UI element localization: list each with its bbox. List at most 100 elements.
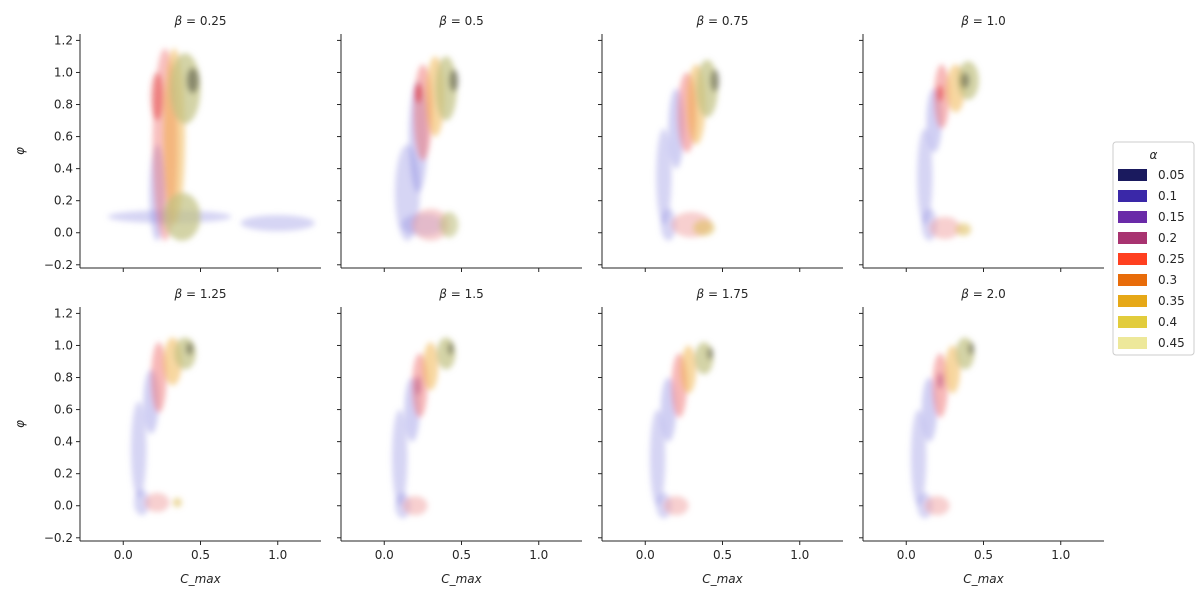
x-tick-label: 0.0 (636, 548, 655, 562)
y-axis-label: φ (13, 420, 27, 428)
density-layer (395, 56, 459, 241)
x-tick-label: 1.0 (529, 548, 548, 562)
x-tick-label: 1.0 (268, 548, 287, 562)
x-tick-label: 0.5 (452, 548, 471, 562)
y-tick-label: 1.0 (54, 65, 73, 79)
density-layer (392, 337, 456, 519)
facet-equals-sign: = (182, 287, 200, 301)
legend-swatch (1118, 316, 1147, 328)
density-region (710, 69, 720, 92)
facet-value: 1.75 (722, 287, 749, 301)
facet-panel: 0.0 0.5 1.0 β = 2.0 C_max (859, 287, 1104, 586)
legend-swatch (1118, 169, 1147, 181)
y-tick-label: 1.2 (54, 306, 73, 320)
panel-title: β = 1.75 (695, 287, 748, 301)
legend: α0.05 0.1 0.15 0.2 0.25 0.3 0.35 0.4 0.45 (1112, 141, 1195, 356)
x-axis-label: C_max (441, 572, 482, 586)
facet-value: 1.0 (987, 14, 1006, 28)
y-tick-label: 0.2 (54, 194, 73, 208)
density-region (151, 342, 167, 413)
density-region (656, 128, 672, 225)
facet-variable-symbol: β (438, 287, 447, 301)
density-region (439, 211, 459, 238)
density-region (163, 192, 201, 241)
panel-title: β = 0.25 (173, 14, 226, 28)
density-region (174, 337, 196, 370)
legend-swatch (1118, 211, 1147, 223)
facet-value: 2.0 (987, 287, 1006, 301)
density-region (412, 208, 450, 241)
density-region (910, 409, 927, 506)
density-region (422, 342, 439, 391)
legend-entry-label: 0.15 (1158, 210, 1185, 224)
density-region (955, 223, 972, 236)
legend-entry-label: 0.05 (1158, 168, 1185, 182)
density-region (968, 342, 975, 356)
panel-title: β = 1.25 (173, 287, 226, 301)
panel-title: β = 0.5 (438, 14, 483, 28)
density-region (392, 409, 408, 506)
legend-swatch (1118, 295, 1147, 307)
legend-swatch (1118, 337, 1147, 349)
density-region (402, 496, 428, 516)
facet-panel: β = 0.75 (598, 14, 843, 272)
facet-value: 0.75 (722, 14, 749, 28)
density-region (415, 375, 422, 396)
density-region (186, 67, 199, 94)
panel-title: β = 0.75 (695, 14, 748, 28)
facet-equals-sign: = (447, 287, 465, 301)
y-tick-label: 0.4 (54, 162, 73, 176)
density-layer (917, 61, 979, 241)
facet-equals-sign: = (704, 287, 722, 301)
x-tick-label: 0.0 (897, 548, 916, 562)
density-region (144, 492, 170, 513)
facet-panel: β = 1.0 (859, 14, 1104, 272)
facet-value: 1.5 (465, 287, 484, 301)
panels-layer: −0.2 0.0 0.2 0.4 0.6 0.8 1.0 1.2 β = 0.25 φ β = 0.… (13, 14, 1104, 586)
legend-entry-label: 0.1 (1158, 189, 1177, 203)
density-region (707, 347, 714, 360)
x-axis-label: C_max (702, 572, 743, 586)
density-region (240, 215, 315, 232)
facet-equals-sign: = (447, 14, 465, 28)
facet-variable-symbol: β (695, 14, 704, 28)
y-tick-label: 1.0 (54, 338, 73, 352)
facet-equals-sign: = (182, 14, 200, 28)
y-tick-label: 0.0 (54, 499, 73, 513)
facet-value: 0.5 (465, 14, 484, 28)
density-region (937, 85, 944, 102)
x-tick-label: 1.0 (1051, 548, 1070, 562)
density-region (917, 128, 933, 225)
y-tick-label: 1.2 (54, 33, 73, 47)
density-region (960, 72, 970, 89)
legend-entry-label: 0.4 (1158, 315, 1177, 329)
facet-equals-sign: = (969, 287, 987, 301)
density-region (693, 219, 715, 236)
facet-panel: 0.0 0.5 1.0 β = 1.5 C_max (337, 287, 582, 586)
x-tick-label: 0.0 (375, 548, 394, 562)
legend-entry-label: 0.3 (1158, 273, 1177, 287)
density-layer (649, 342, 714, 519)
facet-equals-sign: = (969, 14, 987, 28)
density-region (937, 372, 944, 389)
density-region (134, 489, 150, 516)
facet-panel: −0.2 0.0 0.2 0.4 0.6 0.8 1.0 1.2 0.0 0.5 1.0 β = 1.… (13, 287, 321, 586)
density-region (929, 216, 961, 240)
x-tick-label: 0.5 (191, 548, 210, 562)
density-region (649, 409, 666, 506)
x-axis-label: C_max (180, 572, 221, 586)
x-axis-label: C_max (963, 572, 1004, 586)
density-region (924, 496, 950, 516)
x-tick-label: 0.0 (114, 548, 133, 562)
y-tick-label: 0.8 (54, 371, 73, 385)
facet-panel: β = 0.5 (337, 14, 582, 272)
x-tick-label: 1.0 (790, 548, 809, 562)
legend-swatch (1118, 253, 1147, 265)
legend-title: α (1150, 148, 1158, 162)
x-tick-label: 0.5 (713, 548, 732, 562)
density-region (449, 69, 459, 92)
facet-variable-symbol: β (960, 14, 969, 28)
facet-variable-symbol: β (695, 287, 704, 301)
density-region (131, 401, 147, 498)
